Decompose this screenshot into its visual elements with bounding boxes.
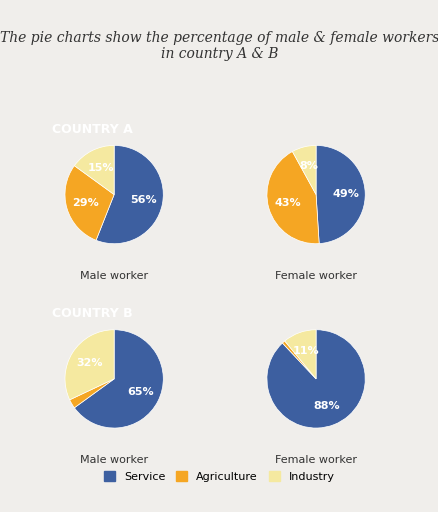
Text: 65%: 65% (127, 387, 153, 397)
Wedge shape (74, 330, 163, 428)
Text: The pie charts show the percentage of male & female workers
in country A & B: The pie charts show the percentage of ma… (0, 31, 438, 61)
Text: 11%: 11% (292, 346, 319, 356)
Text: Male worker: Male worker (80, 455, 148, 465)
Text: 29%: 29% (72, 198, 99, 208)
Wedge shape (284, 330, 315, 379)
Text: Female worker: Female worker (275, 455, 356, 465)
Text: 8%: 8% (299, 161, 318, 171)
Wedge shape (96, 145, 163, 244)
Text: 15%: 15% (87, 163, 114, 173)
Wedge shape (70, 379, 114, 408)
Wedge shape (74, 145, 114, 195)
Text: 49%: 49% (332, 188, 358, 199)
Text: 43%: 43% (274, 198, 300, 208)
Wedge shape (292, 145, 315, 195)
Wedge shape (315, 145, 364, 244)
Text: Male worker: Male worker (80, 271, 148, 281)
Wedge shape (266, 152, 318, 244)
Wedge shape (65, 166, 114, 240)
Text: COUNTRY B: COUNTRY B (52, 307, 132, 320)
Legend: Service, Agriculture, Industry: Service, Agriculture, Industry (98, 465, 340, 487)
Text: 88%: 88% (313, 401, 339, 411)
Text: 56%: 56% (130, 195, 156, 205)
Wedge shape (266, 330, 364, 428)
Text: Female worker: Female worker (275, 271, 356, 281)
Wedge shape (282, 341, 315, 379)
Text: 32%: 32% (76, 358, 102, 368)
Text: COUNTRY A: COUNTRY A (52, 123, 132, 136)
Wedge shape (65, 330, 114, 400)
